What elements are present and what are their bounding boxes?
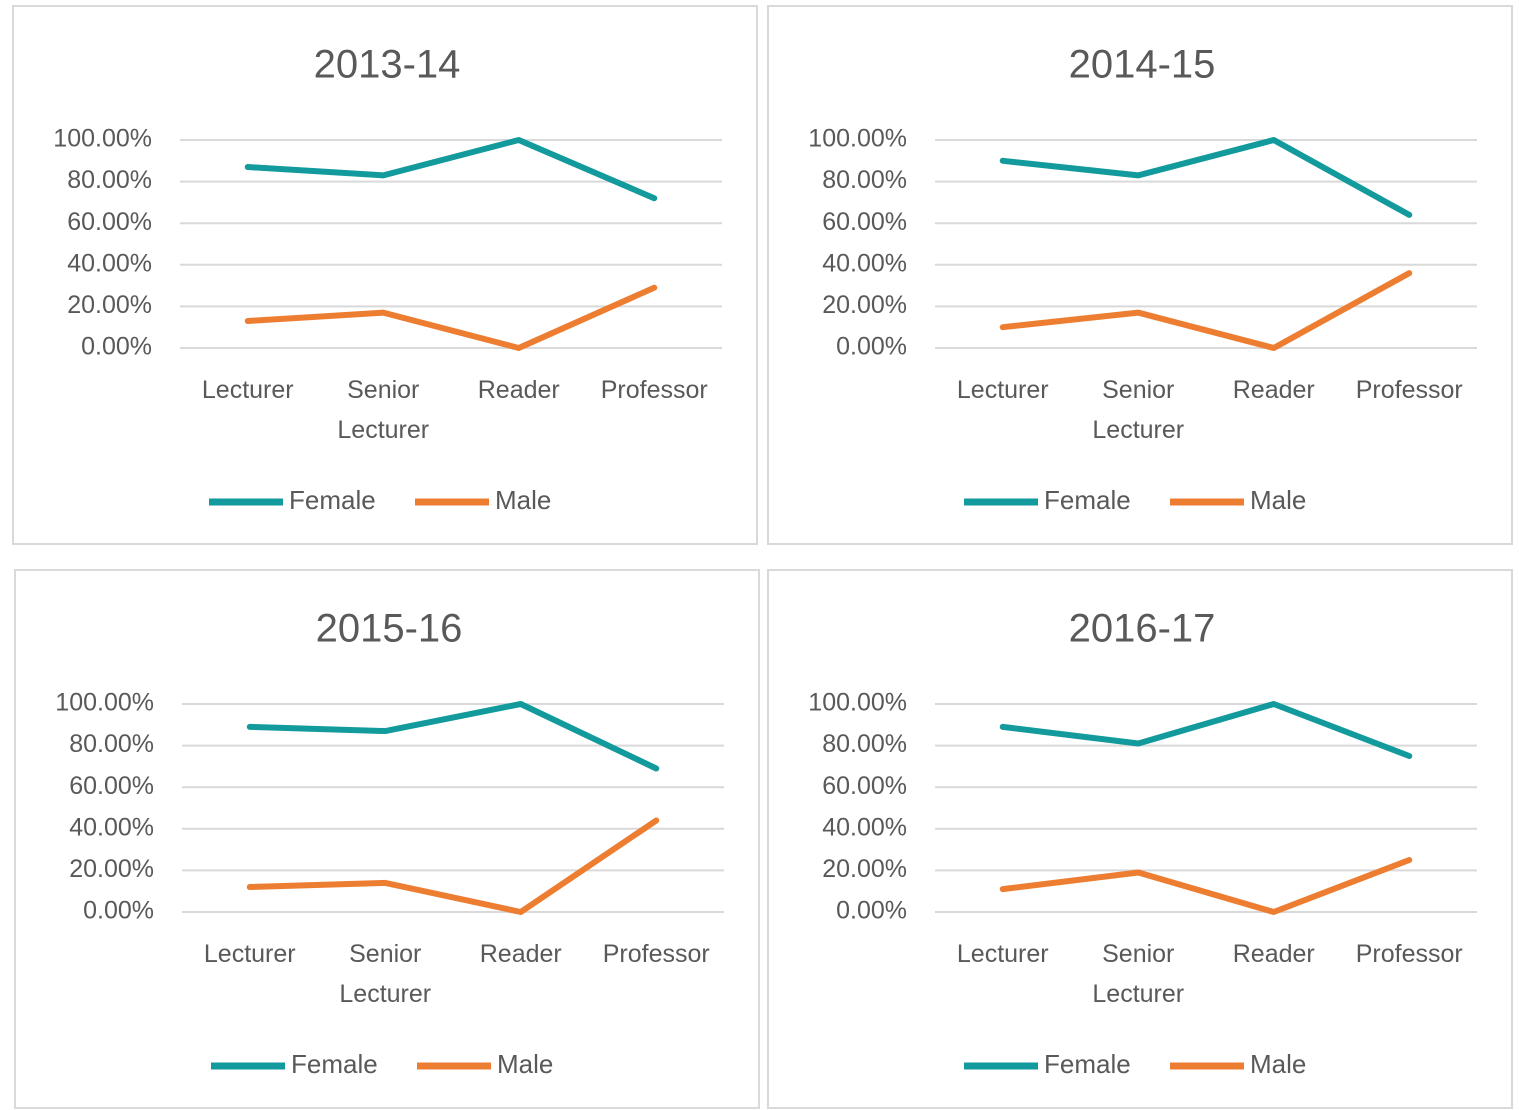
chart-panel: 2015-16 0.00% 20.00% 40.00% 60.00% 80.00% 100.… bbox=[14, 569, 760, 1109]
data-line bbox=[244, 137, 658, 202]
chart: 2013-14 0.00% 20.00% 40.00% 60.00% 80.00% 100.… bbox=[53, 43, 722, 515]
x-tick-label: Lecturer bbox=[203, 940, 296, 968]
y-tick-label: 80.00% bbox=[822, 166, 907, 194]
x-tick-label: Senior Lecturer bbox=[1092, 940, 1185, 1008]
y-tick-label: 100.00% bbox=[53, 125, 152, 153]
legend-label: Male bbox=[495, 485, 551, 515]
data-line bbox=[999, 270, 1413, 351]
chart-title: 2016-17 bbox=[1069, 607, 1216, 651]
y-tick-label: 60.00% bbox=[822, 772, 907, 800]
x-tick-label: Reader bbox=[1232, 940, 1315, 968]
chart-title: 2015-16 bbox=[316, 607, 463, 651]
y-tick-label: 0.00% bbox=[836, 333, 907, 361]
y-tick-label: 40.00% bbox=[822, 249, 907, 277]
chart: 2014-15 0.00% 20.00% 40.00% 60.00% 80.00% 100.… bbox=[808, 43, 1477, 515]
y-tick-label: 60.00% bbox=[69, 772, 154, 800]
chart-panel: 2014-15 0.00% 20.00% 40.00% 60.00% 80.00% 100.… bbox=[767, 5, 1513, 545]
y-tick-label: 80.00% bbox=[69, 730, 154, 758]
legend-label: Female bbox=[289, 485, 376, 515]
chart: 2016-17 0.00% 20.00% 40.00% 60.00% 80.00% 100.… bbox=[808, 607, 1477, 1079]
y-tick-label: 100.00% bbox=[808, 689, 907, 717]
y-tick-label: 40.00% bbox=[822, 813, 907, 841]
chart-title: 2013-14 bbox=[314, 43, 461, 87]
chart-title: 2014-15 bbox=[1069, 43, 1216, 87]
x-tick-label: Lecturer bbox=[956, 940, 1049, 968]
x-tick-label: Professor bbox=[1355, 376, 1463, 404]
legend-label: Female bbox=[1044, 1049, 1131, 1079]
chart: 2015-16 0.00% 20.00% 40.00% 60.00% 80.00% 100.… bbox=[55, 607, 724, 1079]
chart-panel: 2013-14 0.00% 20.00% 40.00% 60.00% 80.00% 100.… bbox=[12, 5, 758, 545]
x-tick-label: Senior Lecturer bbox=[1092, 376, 1185, 444]
x-tick-label: Professor bbox=[602, 940, 710, 968]
y-tick-label: 60.00% bbox=[67, 208, 152, 236]
x-tick-label: Senior Lecturer bbox=[337, 376, 430, 444]
legend-label: Female bbox=[1044, 485, 1131, 515]
x-tick-label: Senior Lecturer bbox=[339, 940, 432, 1008]
y-tick-label: 20.00% bbox=[822, 855, 907, 883]
y-tick-label: 80.00% bbox=[67, 166, 152, 194]
chart-panel: 2016-17 0.00% 20.00% 40.00% 60.00% 80.00% 100.… bbox=[767, 569, 1513, 1109]
legend-label: Female bbox=[291, 1049, 378, 1079]
x-tick-label: Reader bbox=[479, 940, 562, 968]
legend-label: Male bbox=[1250, 1049, 1306, 1079]
y-tick-label: 100.00% bbox=[55, 689, 154, 717]
y-tick-label: 40.00% bbox=[69, 813, 154, 841]
y-tick-label: 40.00% bbox=[67, 249, 152, 277]
x-tick-label: Professor bbox=[600, 376, 708, 404]
legend-label: Male bbox=[1250, 485, 1306, 515]
y-tick-label: 0.00% bbox=[836, 897, 907, 925]
y-tick-label: 20.00% bbox=[69, 855, 154, 883]
y-tick-label: 100.00% bbox=[808, 125, 907, 153]
data-line bbox=[999, 137, 1413, 218]
x-tick-label: Lecturer bbox=[956, 376, 1049, 404]
y-tick-label: 80.00% bbox=[822, 730, 907, 758]
y-tick-label: 20.00% bbox=[67, 291, 152, 319]
data-line bbox=[999, 857, 1413, 915]
legend-label: Male bbox=[497, 1049, 553, 1079]
data-line bbox=[999, 701, 1413, 759]
y-tick-label: 0.00% bbox=[83, 897, 154, 925]
x-tick-label: Lecturer bbox=[201, 376, 294, 404]
x-tick-label: Reader bbox=[477, 376, 560, 404]
data-line bbox=[246, 817, 660, 915]
x-tick-label: Reader bbox=[1232, 376, 1315, 404]
data-line bbox=[246, 701, 660, 772]
y-tick-label: 60.00% bbox=[822, 208, 907, 236]
y-tick-label: 20.00% bbox=[822, 291, 907, 319]
data-line bbox=[244, 284, 658, 351]
y-tick-label: 0.00% bbox=[81, 333, 152, 361]
x-tick-label: Professor bbox=[1355, 940, 1463, 968]
